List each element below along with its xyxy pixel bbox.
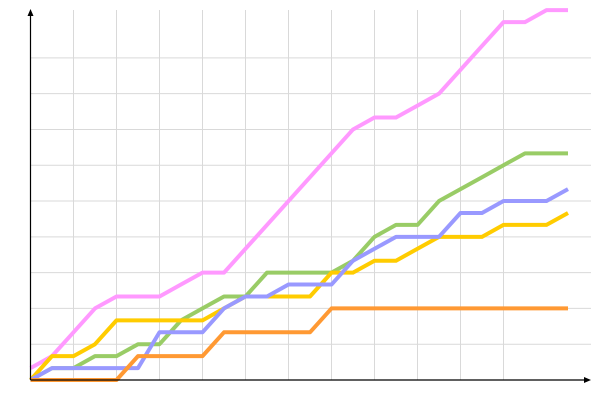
series-line-3 bbox=[29, 187, 569, 382]
series-line-2 bbox=[29, 211, 569, 382]
grid bbox=[30, 10, 591, 380]
series-line-1 bbox=[29, 151, 568, 382]
y-axis-arrow-icon bbox=[27, 9, 34, 16]
axes bbox=[27, 9, 591, 383]
series-line-0 bbox=[29, 8, 568, 370]
x-axis-arrow-icon bbox=[584, 377, 591, 383]
series-lines bbox=[29, 8, 569, 382]
series-line-4 bbox=[30, 306, 568, 382]
